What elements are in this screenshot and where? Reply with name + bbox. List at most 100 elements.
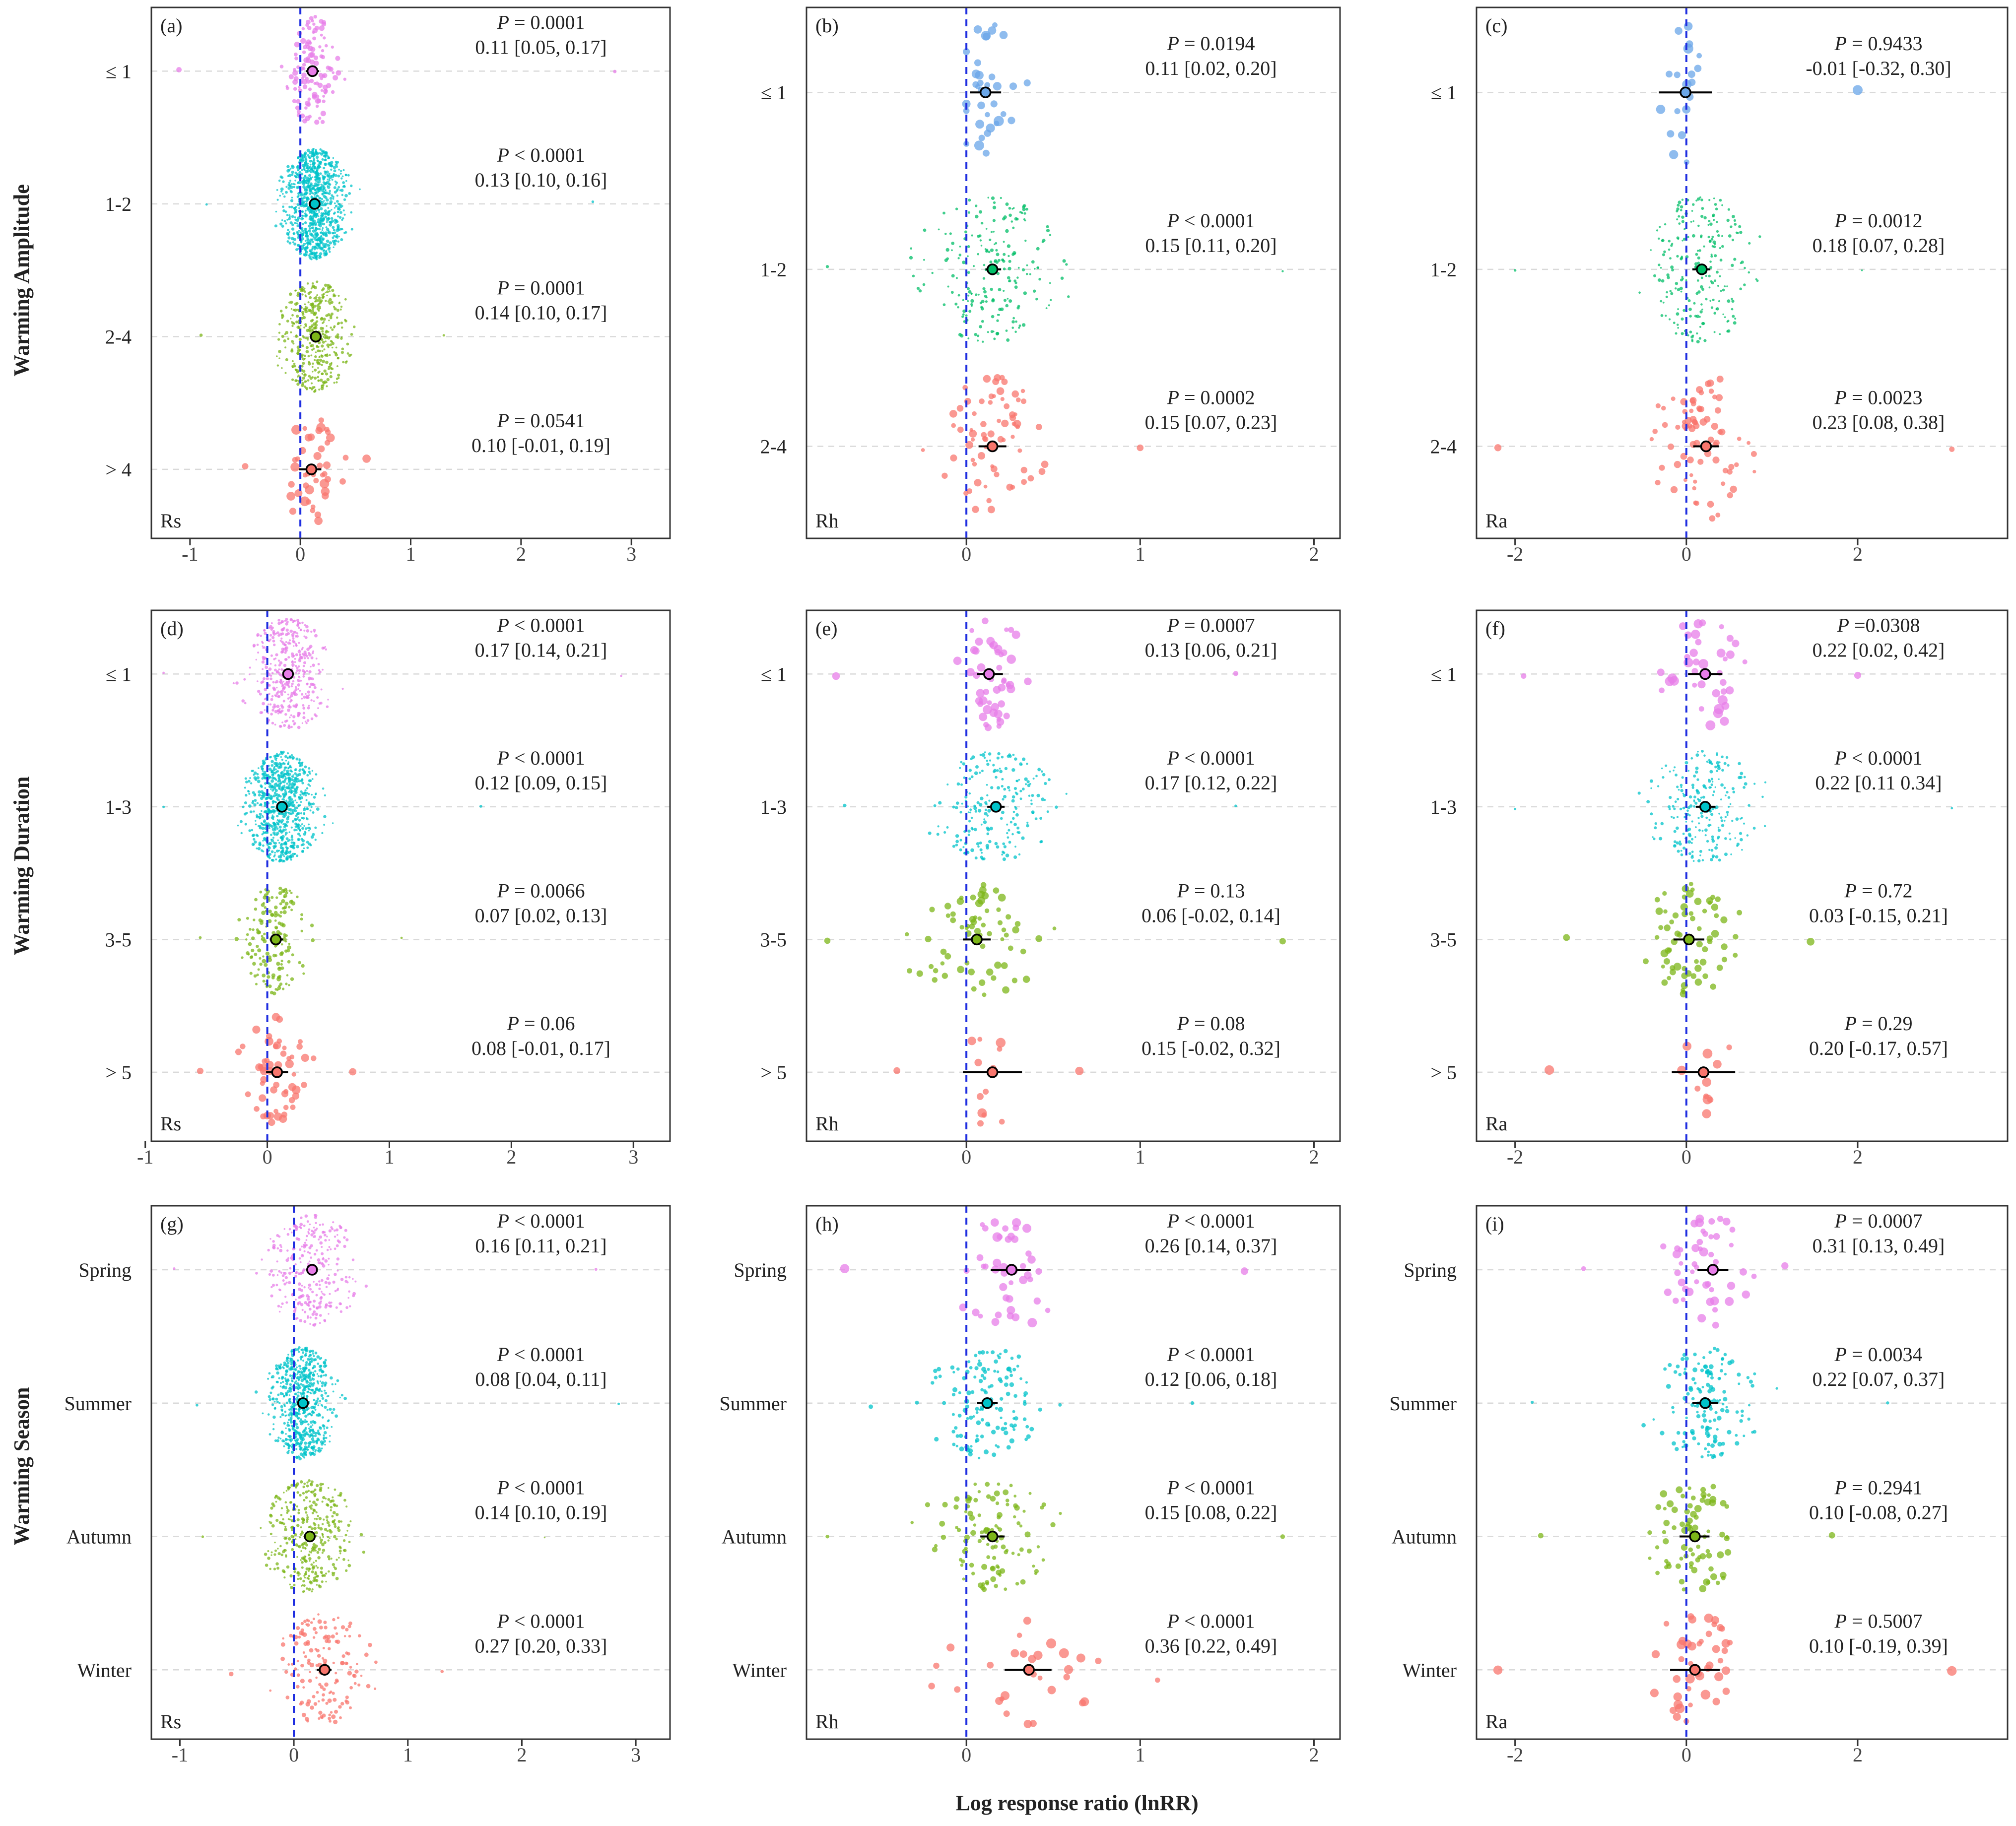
data-point [304,294,307,296]
data-point [1705,816,1708,819]
data-point [307,652,310,654]
data-point [334,191,337,194]
data-point [276,1260,278,1263]
data-point [1949,446,1955,452]
data-point [1001,756,1004,759]
data-point [1706,840,1709,843]
data-point [979,979,986,986]
data-point [335,56,340,61]
data-point [264,629,266,631]
data-point [322,287,325,290]
data-point [1660,266,1662,269]
data-point [326,239,330,243]
data-point [269,634,272,637]
effect-ci-label: 0.11 [0.05, 0.17] [475,36,606,58]
data-point [962,846,965,848]
data-point [1698,822,1700,825]
data-point [296,1043,303,1050]
data-point [309,163,312,166]
data-point [1700,815,1704,818]
data-point [1710,983,1716,990]
data-point [1706,760,1709,763]
data-point [301,293,304,296]
data-point [978,293,980,296]
data-point [306,696,310,699]
data-point [296,1373,298,1375]
data-point [276,770,279,773]
data-point [242,463,249,470]
data-point [306,670,308,672]
data-point [301,827,304,830]
data-point [276,355,278,357]
data-point [340,322,343,325]
data-point [311,226,315,229]
data-point [282,987,285,990]
data-point [319,148,322,151]
data-point [977,452,986,460]
data-point [326,378,330,382]
data-point [284,831,288,835]
data-point [325,314,329,317]
data-point [972,647,980,655]
data-point [275,926,278,930]
data-point [257,680,259,682]
data-point [272,686,275,690]
data-point [272,681,275,684]
data-point [325,300,327,302]
data-point [290,1105,296,1110]
data-point [302,704,305,707]
data-point [1000,397,1005,401]
data-point [989,238,992,241]
data-point [252,928,255,931]
data-point [285,633,288,637]
data-point [301,210,303,213]
data-point [994,116,1004,127]
data-point [309,52,315,58]
data-point [1006,338,1010,342]
data-point [977,809,982,813]
data-point [978,234,982,238]
data-point [1003,241,1005,243]
data-point [272,1428,275,1431]
data-point [330,340,333,343]
data-point [1727,764,1730,767]
data-point [309,212,311,214]
data-point [270,628,273,631]
data-point [963,107,970,114]
data-point [1689,649,1698,657]
data-point [983,263,986,266]
category-label: 3-5 [105,928,132,951]
data-point [1046,225,1049,228]
data-point [309,809,312,812]
data-point [244,786,246,789]
points [825,22,1284,514]
data-point [1008,945,1013,951]
data-point [261,767,264,770]
data-point [288,799,292,803]
data-point [1005,304,1008,308]
data-point [320,231,323,234]
data-point [294,780,297,783]
data-point [303,657,306,659]
data-point [277,839,279,842]
data-point [967,337,970,339]
data-point [270,825,273,828]
data-point [253,810,255,813]
data-point [1719,198,1722,202]
data-point [295,757,299,761]
data-point [1688,882,1693,886]
data-point [1720,816,1723,819]
data-point [284,949,288,953]
data-point [1702,973,1708,979]
data-point [291,953,294,957]
data-point [280,637,283,640]
data-point [1667,947,1672,953]
data-point [1730,853,1732,855]
data-point [284,651,287,654]
data-point [307,690,311,694]
data-point [1696,53,1702,59]
data-point [301,229,304,232]
data-point [263,677,266,680]
data-point [312,663,315,667]
data-point [1712,689,1720,698]
